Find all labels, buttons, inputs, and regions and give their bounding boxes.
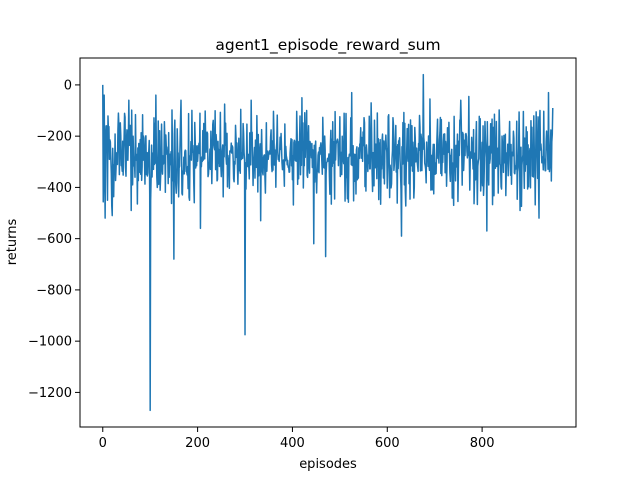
series-line-returns: [102, 73, 554, 412]
x-tick-label: 800: [470, 436, 495, 451]
x-axis-label: episodes: [299, 457, 357, 472]
plot-frame: [79, 57, 577, 428]
y-tick-label: 0: [64, 78, 72, 93]
y-tick-label: −1000: [28, 335, 72, 350]
y-axis-label: returns: [5, 219, 20, 266]
y-tick-label: −400: [36, 181, 72, 196]
y-tick-label: −600: [36, 232, 72, 247]
y-axis: 0 −200 −400 −600 −800 −1000 −1200: [28, 78, 80, 401]
x-tick-label: 400: [280, 436, 305, 451]
y-tick-label: −200: [36, 130, 72, 145]
plot-area: [102, 73, 554, 412]
chart-title: agent1_episode_reward_sum: [215, 36, 440, 55]
x-axis: 0 200 400 600 800: [99, 427, 495, 451]
y-tick-label: −1200: [28, 386, 72, 401]
x-tick-label: 0: [99, 436, 107, 451]
x-tick-label: 200: [185, 436, 210, 451]
y-tick-label: −800: [36, 283, 72, 298]
x-tick-label: 600: [375, 436, 400, 451]
